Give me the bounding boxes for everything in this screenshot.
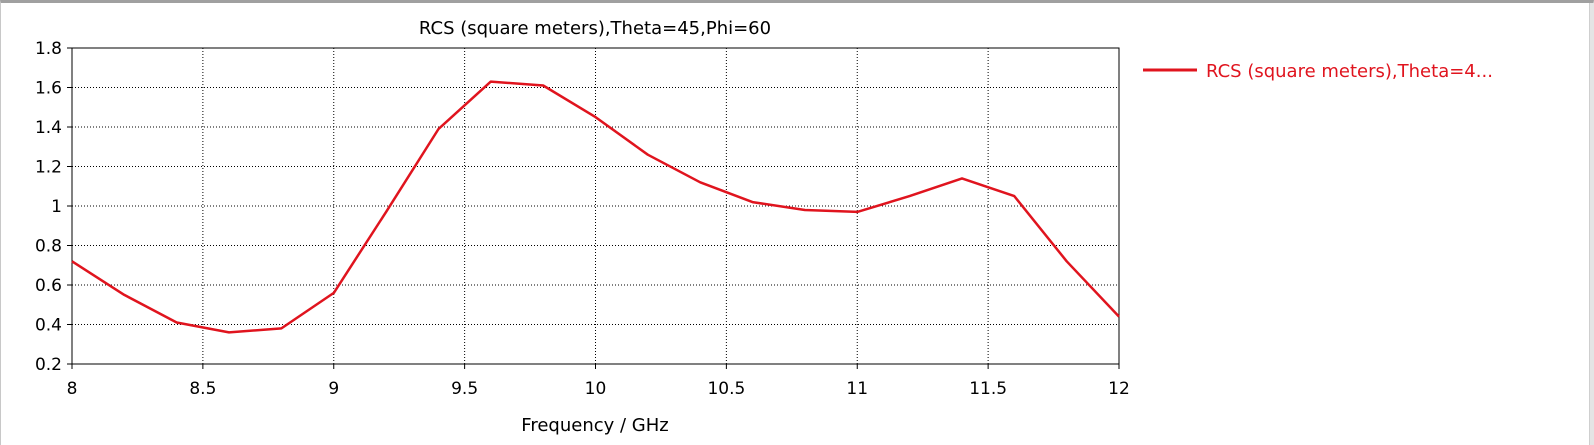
- x-axis-title: Frequency / GHz: [521, 415, 668, 436]
- y-tick-label: 0.2: [35, 355, 62, 375]
- x-tick-label: 12: [1108, 379, 1130, 399]
- x-tick-label: 8.5: [189, 379, 216, 399]
- x-tick-label: 11.5: [969, 379, 1007, 399]
- legend[interactable]: RCS (square meters),Theta=4...: [1143, 61, 1493, 82]
- chart-title: RCS (square meters),Theta=45,Phi=60: [419, 18, 771, 39]
- x-tick-label: 9.5: [451, 379, 478, 399]
- y-tick-label: 1: [51, 197, 62, 217]
- y-tick-label: 0.4: [35, 316, 62, 336]
- y-tick-label: 0.8: [35, 237, 62, 257]
- x-tick-label: 9: [328, 379, 339, 399]
- x-tick-label: 8: [67, 379, 78, 399]
- y-tick-label: 1.4: [35, 118, 62, 138]
- legend-item-label: RCS (square meters),Theta=4...: [1206, 61, 1493, 82]
- series-layer: [71, 80, 1120, 334]
- y-tick-label: 0.6: [35, 276, 62, 296]
- vertical-scrollbar[interactable]: [1589, 3, 1594, 445]
- x-tick-label: 10: [585, 379, 607, 399]
- plot-area: [71, 47, 1120, 365]
- y-tick-label: 1.6: [35, 79, 62, 99]
- series-line-0: [71, 80, 1120, 334]
- axis-ticks: 8 8.5 9 9.5 10 10.5 11 11.5 12 0.2 0.4 0.6 0.8 1 1.2 1.…: [35, 39, 1130, 399]
- x-tick-label: 10.5: [707, 379, 745, 399]
- x-tick-label: 11: [846, 379, 868, 399]
- y-tick-label: 1.8: [35, 39, 62, 59]
- y-tick-label: 1.2: [35, 158, 62, 178]
- grid-lines: [72, 48, 1119, 364]
